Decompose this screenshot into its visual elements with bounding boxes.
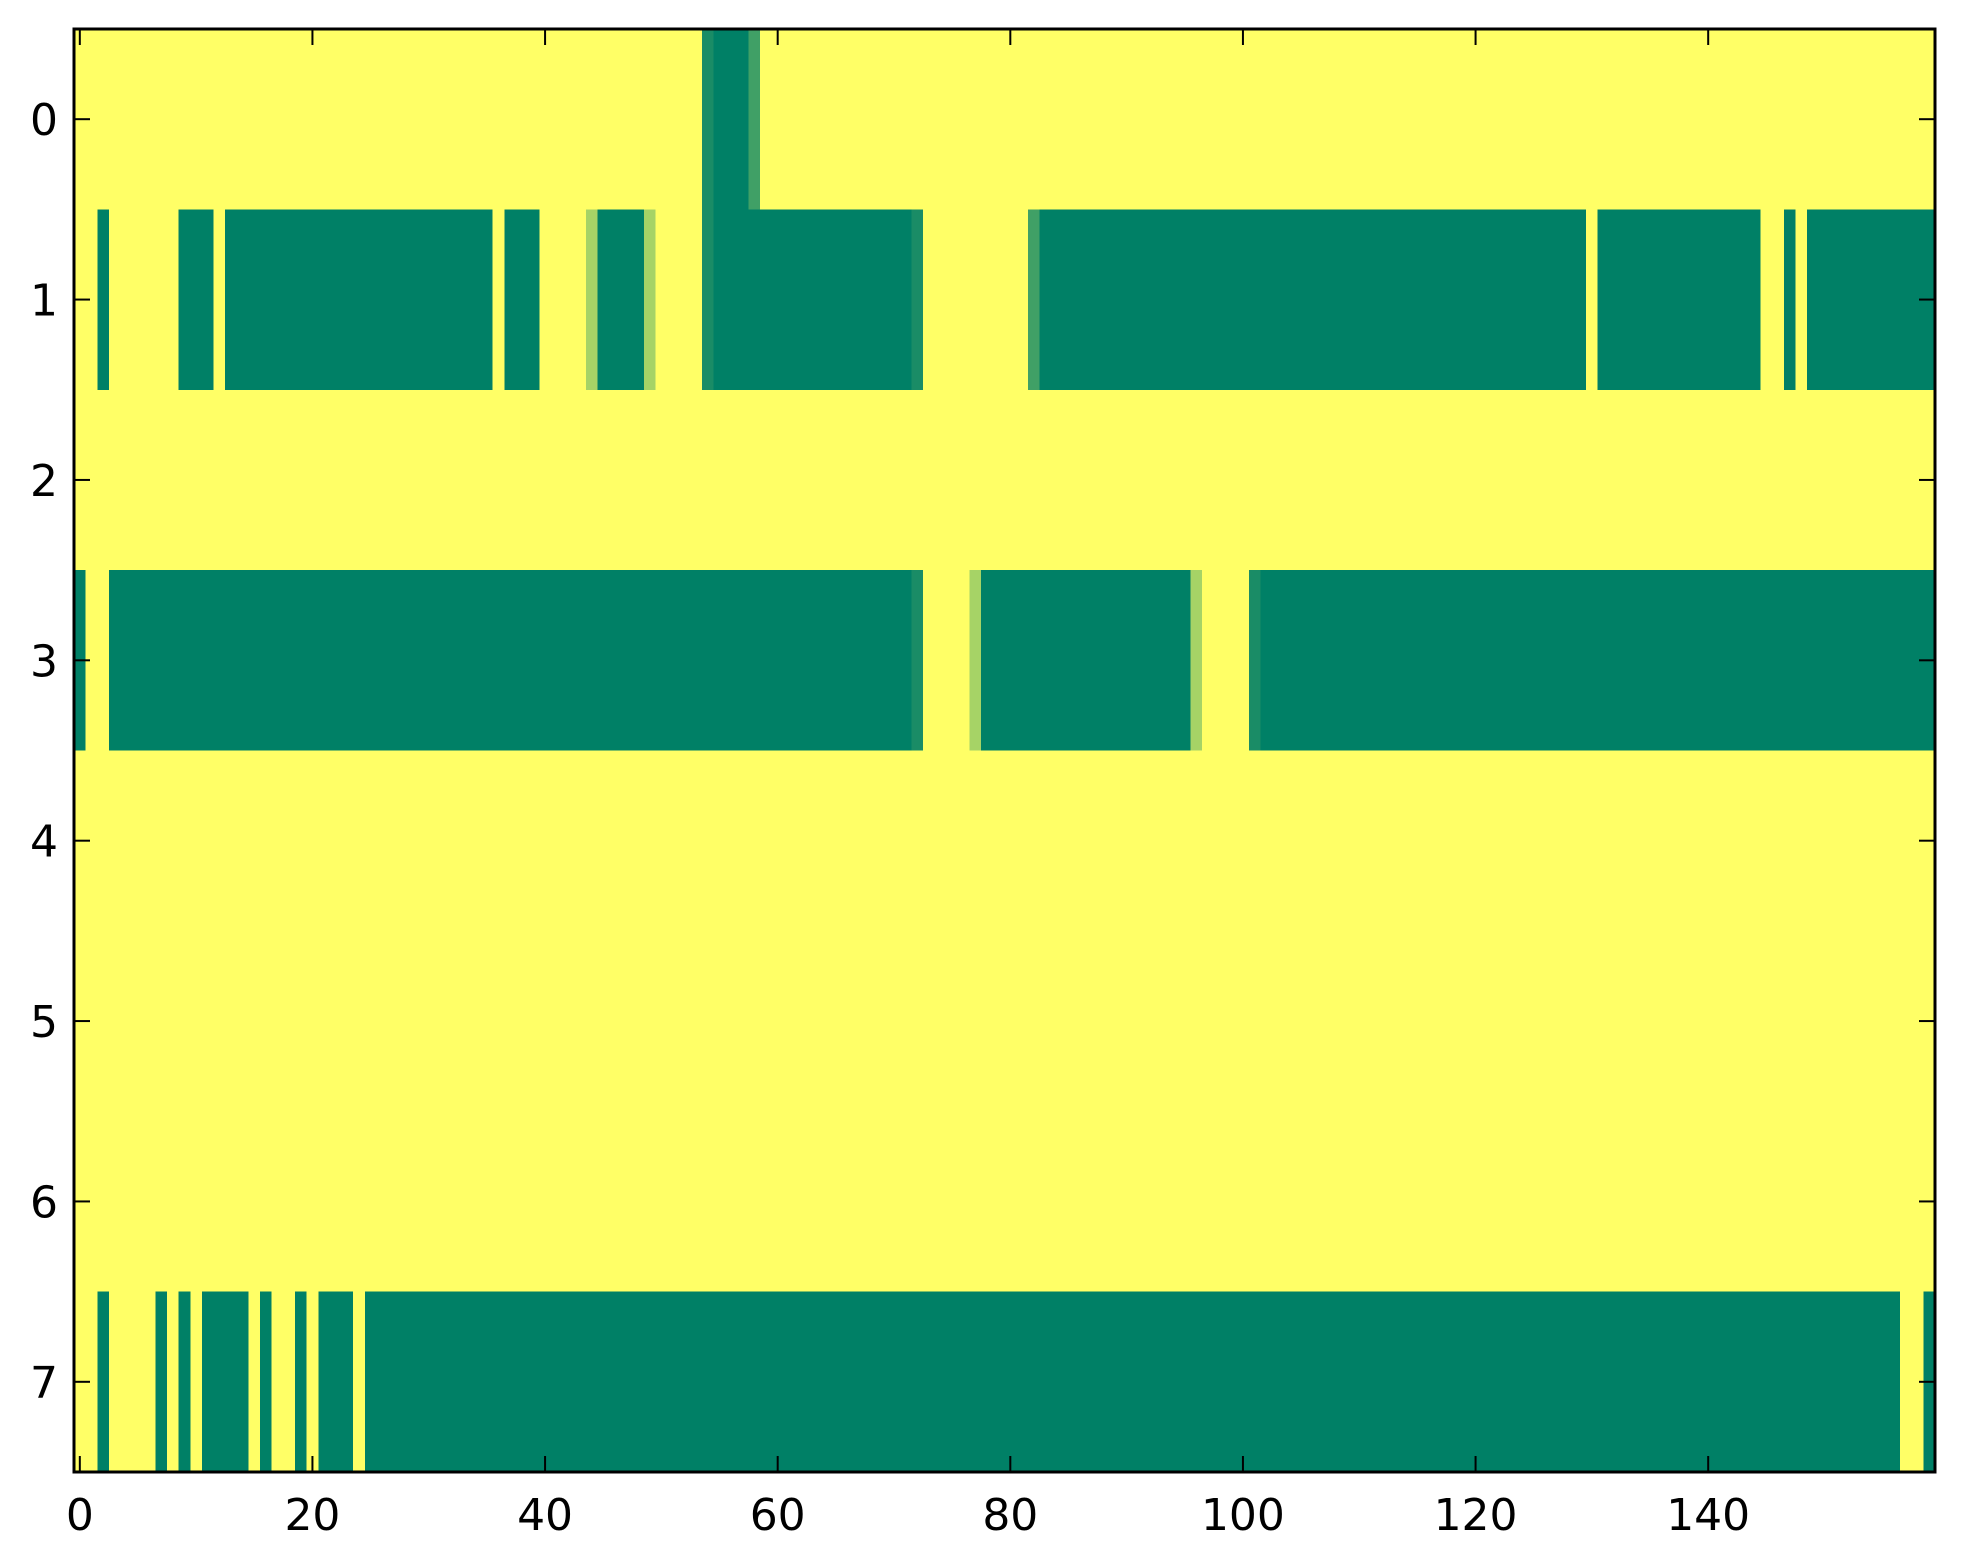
heatmap-cell-row1-col147 (1783, 209, 1796, 390)
heatmap-cell-row1-col83 (1039, 209, 1587, 390)
heatmap-cell-row7-col21 (318, 1291, 354, 1472)
heatmap-cell-row7-col25 (364, 1291, 1901, 1472)
y-tick-label: 2 (30, 456, 58, 507)
heatmap-cell-row3-col102 (1260, 570, 1935, 751)
heatmap-cell-row1-col9 (178, 209, 214, 390)
heatmap-cell-row1-col54 (702, 209, 714, 390)
heatmap-cell-row7-col2 (97, 1291, 109, 1472)
y-tick-label: 3 (30, 636, 58, 687)
heatmap-cell-row3-col78 (981, 570, 1191, 751)
plot-frame (72, 27, 1937, 1474)
y-tick-labels: 0 1 2 3 4 5 6 7 (30, 95, 58, 1409)
heatmap-cell-row0-col58 (748, 29, 761, 210)
y-tick-label: 5 (30, 997, 58, 1048)
heatmap-cell-row1-col149 (1807, 209, 1935, 390)
y-tick-label: 4 (30, 817, 58, 868)
heatmap-cell-row3-col96 (1190, 570, 1203, 751)
heatmap-cell-row7-col19 (294, 1291, 307, 1472)
heatmap-cell-row0-col54 (702, 29, 714, 210)
heatmap-cell-row1-col37 (504, 209, 540, 390)
heatmap-cell-row1-col2 (97, 209, 109, 390)
heatmap-cell-row1-col44 (585, 209, 598, 390)
heatmap-cells (74, 29, 1935, 1472)
heatmap-cell-row1-col55 (713, 209, 912, 390)
axis-ticks (74, 29, 1935, 1472)
x-tick-label: 0 (66, 1490, 94, 1541)
heatmap-cell-row1-col72 (911, 209, 924, 390)
heatmap-cell-row3-col3 (108, 570, 912, 751)
heatmap-cell-row0-col55 (713, 29, 749, 210)
heatmap-cell-row7-col16 (260, 1291, 272, 1472)
x-tick-label: 140 (1666, 1490, 1750, 1541)
heatmap-cell-row1-col131 (1597, 209, 1761, 390)
y-tick-label: 6 (30, 1177, 58, 1228)
x-tick-label: 20 (284, 1490, 340, 1541)
heatmap-cell-row1-col82 (1027, 209, 1040, 390)
x-tick-label: 100 (1201, 1490, 1285, 1541)
heatmap-cell-row7-col9 (178, 1291, 191, 1472)
y-tick-label: 7 (30, 1358, 58, 1409)
heatmap-cell-row7-col7 (155, 1291, 168, 1472)
x-tick-label: 120 (1434, 1490, 1518, 1541)
heatmap-cell-row3-col101 (1248, 570, 1261, 751)
x-tick-label: 60 (750, 1490, 806, 1541)
heatmap-cell-row1-col45 (597, 209, 644, 390)
heatmap-cell-row1-col49 (643, 209, 656, 390)
x-tick-label: 40 (517, 1490, 573, 1541)
plot-area (74, 29, 1935, 1472)
y-tick-label: 0 (30, 95, 58, 146)
heatmap-cell-row1-col13 (225, 209, 493, 390)
heatmap-cell-row3-col72 (911, 570, 924, 751)
heatmap-cell-row7-col11 (201, 1291, 249, 1472)
y-tick-label: 1 (30, 276, 58, 327)
heatmap-cell-row3-col77 (969, 570, 982, 751)
x-tick-label: 80 (982, 1490, 1038, 1541)
x-tick-labels: 0 20 40 60 80 100 120 140 (66, 1490, 1750, 1541)
